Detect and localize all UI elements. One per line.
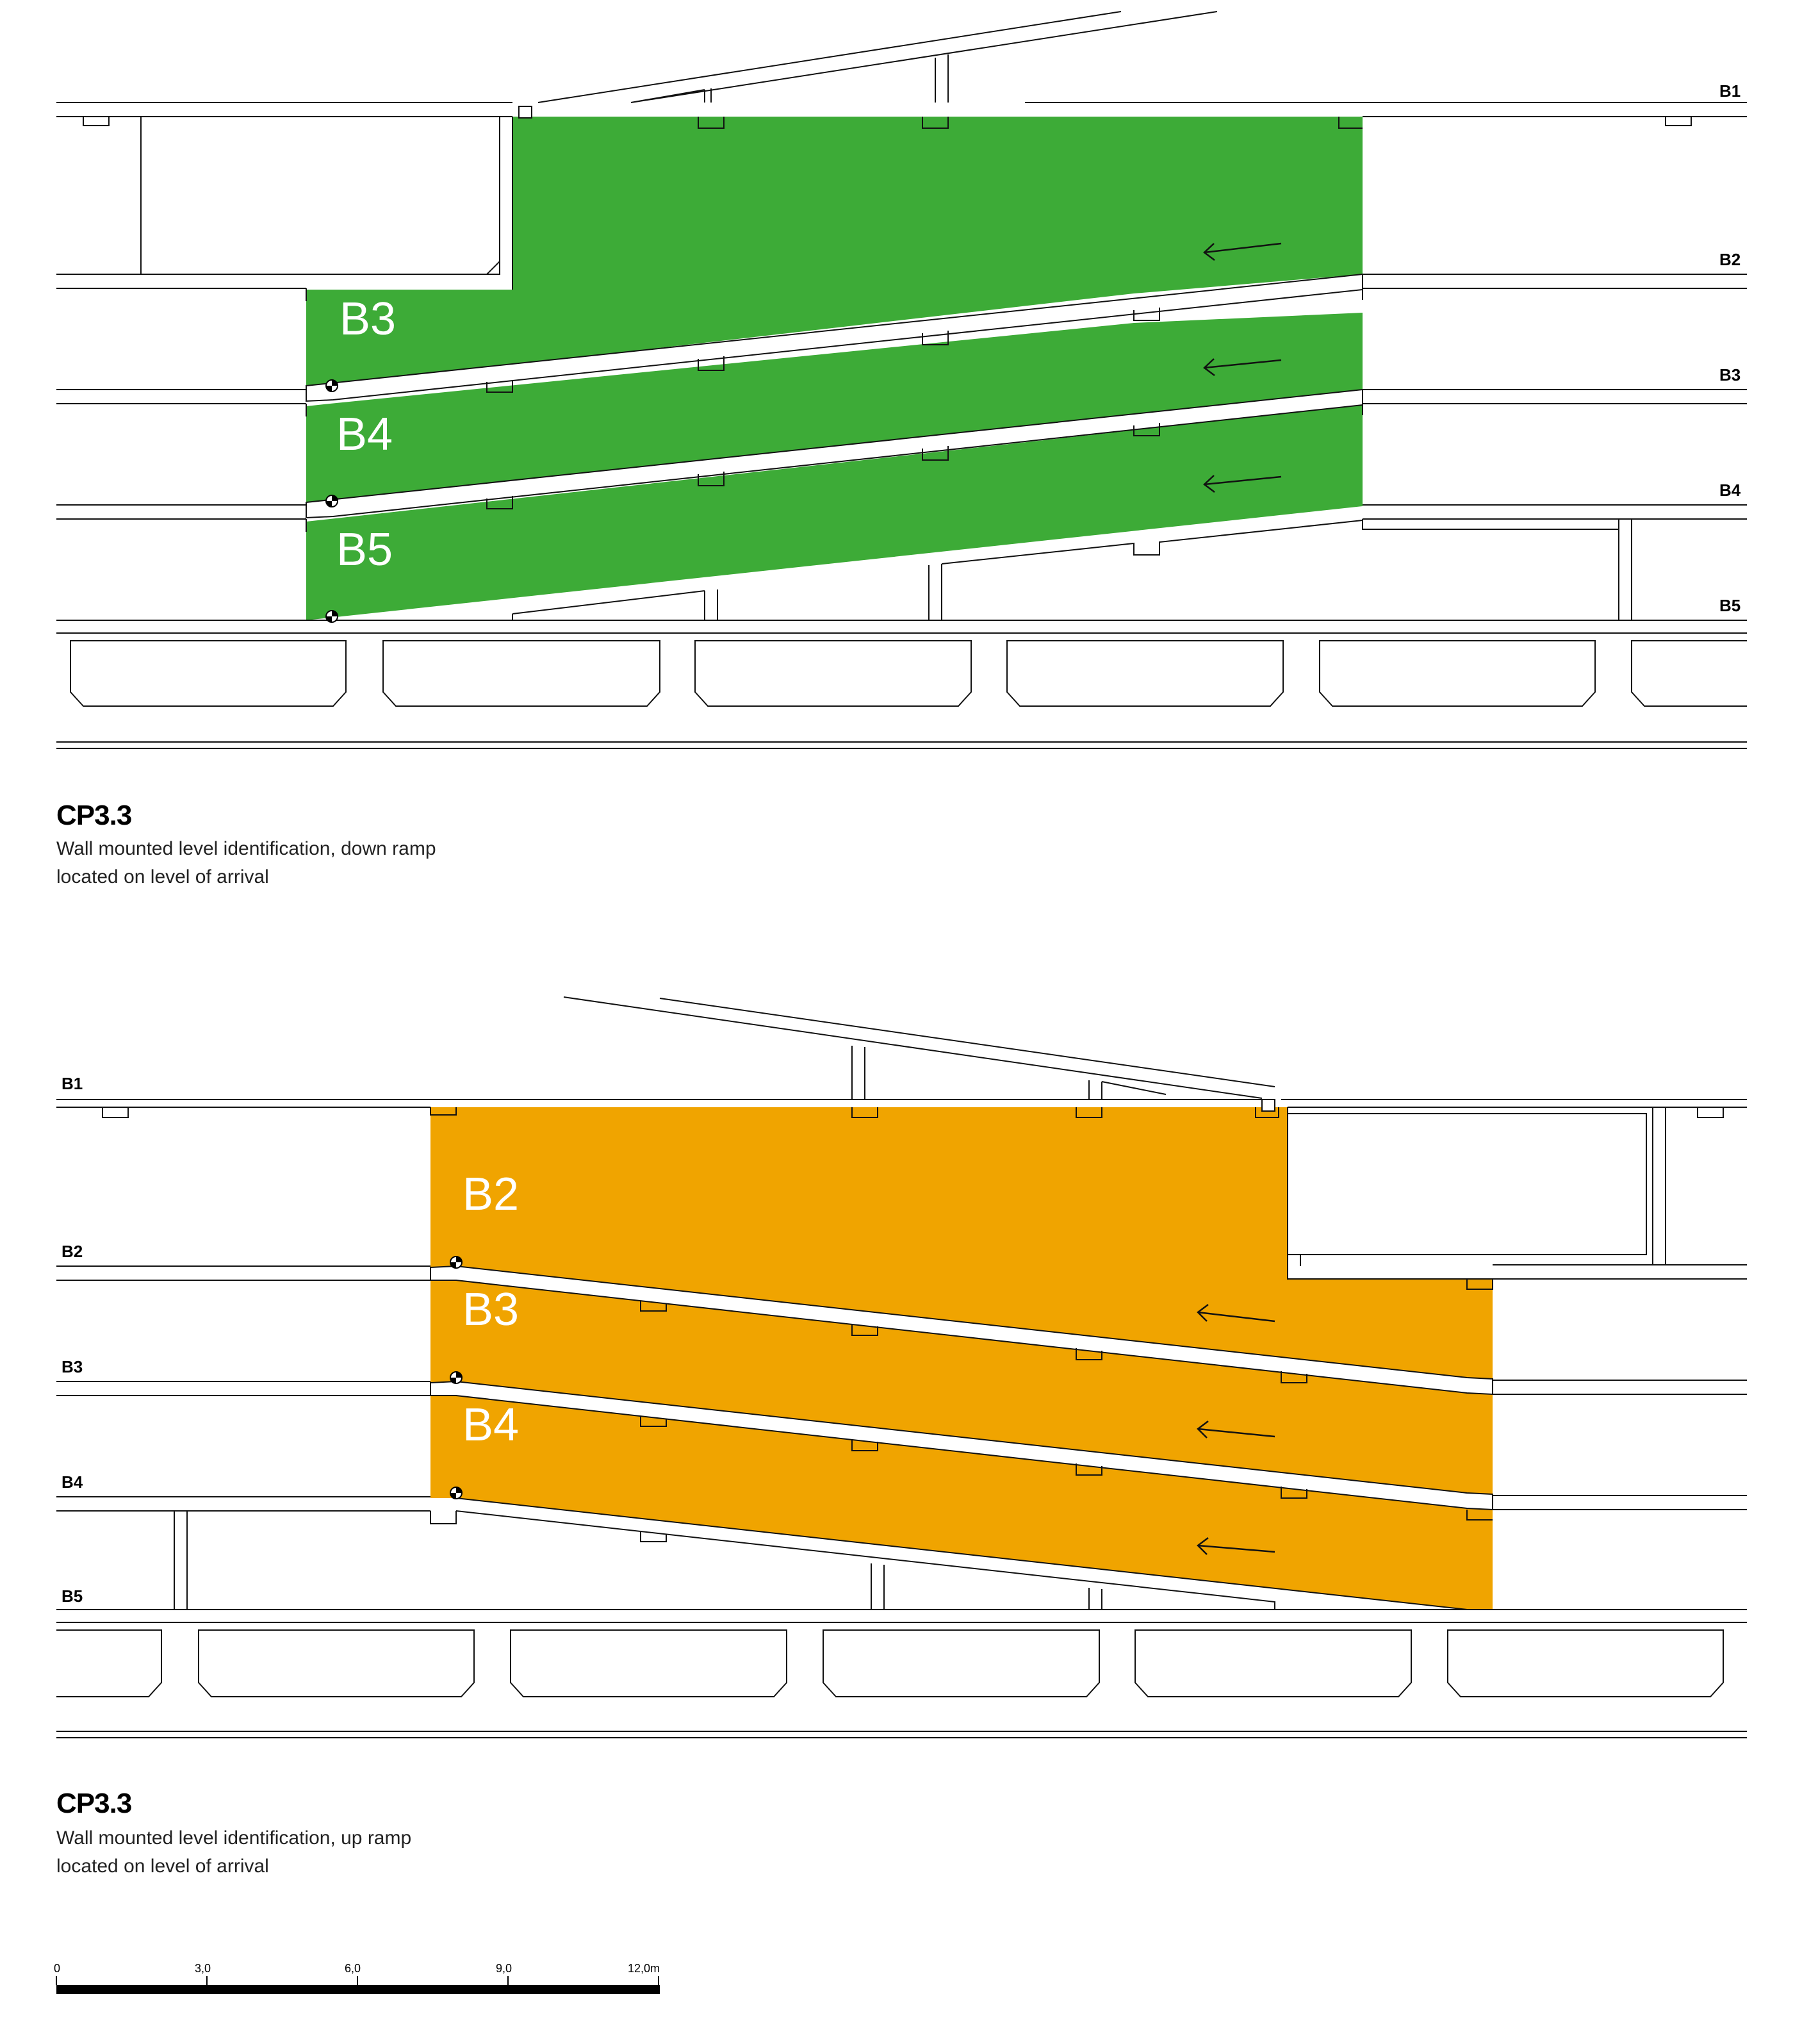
footing [823, 1629, 1100, 1697]
ramp-slab-edge [455, 1497, 1468, 1610]
lower-ramp-outline [941, 520, 1363, 565]
wall-outline [1288, 1107, 1666, 1266]
arrow-left-icon [1203, 358, 1282, 376]
footing [1447, 1629, 1724, 1697]
footing [1631, 640, 1747, 707]
slab-outline [56, 102, 1747, 621]
footing [694, 640, 972, 707]
lower-ramp-outline [512, 519, 1632, 620]
ramp-zone-b4-fill [430, 1394, 1493, 1610]
scale-tick-12: 12,0m [628, 1962, 660, 1975]
slab-outline [56, 1099, 1747, 1610]
sign-markers [450, 1256, 463, 1499]
beam-notches [83, 117, 1692, 129]
ramp-zone-label-b4: B4 [463, 1399, 519, 1451]
ramp-slab [306, 273, 1363, 402]
footing [382, 640, 660, 707]
level-label-b5: B5 [61, 1587, 83, 1606]
beam-notches [102, 1107, 1724, 1290]
ramp-slab-edge [455, 1510, 1275, 1610]
caption-title-up-ramp: CP3.3 [56, 1788, 132, 1819]
section-drawing-down-ramp: B1 B2 B3 B4 B5 B3 B4 B5 [56, 11, 1747, 749]
caption-line1-up-ramp: Wall mounted level identification, up ra… [56, 1827, 412, 1849]
scale-bar-fill [56, 1985, 660, 1994]
direction-arrows [1203, 242, 1282, 493]
wall-outline [174, 1511, 1102, 1610]
scale-ticks [56, 1976, 659, 1985]
arrow-left-icon [1197, 1304, 1275, 1323]
upper-ramp-outline [563, 996, 1275, 1100]
level-label-b4: B4 [1719, 481, 1741, 500]
caption-title-down-ramp: CP3.3 [56, 800, 132, 831]
caption-line2-up-ramp: located on level of arrival [56, 1856, 269, 1877]
footing [70, 640, 347, 707]
caption-line1-down-ramp: Wall mounted level identification, down … [56, 838, 436, 859]
scale-tick-9: 9,0 [496, 1962, 512, 1975]
ramp-zone-label-b4: B4 [336, 409, 393, 460]
footing [1006, 640, 1284, 707]
arrow-left-icon [1197, 1537, 1275, 1555]
footing [1319, 640, 1596, 707]
ramp-zone-label-b5: B5 [336, 524, 393, 575]
footing [198, 1629, 475, 1697]
level-label-b2: B2 [61, 1242, 83, 1261]
wall-outline [486, 117, 513, 290]
ramp-zone-b5-fill [306, 405, 1363, 620]
column-marker [1261, 1099, 1275, 1112]
scale-tick-6: 6,0 [345, 1962, 361, 1975]
foundation-line [56, 632, 1747, 749]
sign-markers [325, 379, 338, 623]
ramp-zone-label-b3: B3 [340, 293, 396, 345]
scale-tick-0: 0 [54, 1962, 60, 1975]
arrow-left-icon [1203, 242, 1282, 261]
level-label-b1: B1 [1719, 81, 1741, 101]
arrow-left-icon [1203, 475, 1282, 493]
foundation-row [56, 1622, 1747, 1738]
level-label-b3: B3 [61, 1357, 83, 1376]
room-outline [1287, 1113, 1647, 1255]
foundation-line [56, 1622, 1747, 1738]
level-label-b1: B1 [61, 1074, 83, 1093]
upper-ramp-outline [537, 11, 1218, 103]
ramp-zone-label-b3: B3 [463, 1284, 519, 1335]
footing [510, 1629, 787, 1697]
ramp-zone-b2-fill [430, 1107, 1493, 1379]
ramp-zone-b3-fill [306, 117, 1363, 386]
beam-notches [640, 1416, 1307, 1499]
wall-outline [306, 288, 1619, 532]
ramp-zone-b4-fill [306, 313, 1363, 509]
beam-notches [640, 1301, 1307, 1383]
direction-arrows [1197, 1304, 1275, 1555]
section-drawing-up-ramp: B1 B2 B3 B4 B5 B2 B3 B4 [56, 996, 1747, 1738]
footing [1134, 1629, 1412, 1697]
level-label-b2: B2 [1719, 250, 1741, 269]
caption-line2-down-ramp: located on level of arrival [56, 866, 269, 887]
room-outline [140, 116, 500, 275]
arrow-left-icon [1197, 1421, 1275, 1438]
beam-notches [640, 1510, 1493, 1542]
beam-notches [486, 308, 1160, 393]
footing [56, 1629, 162, 1697]
level-label-b3: B3 [1719, 365, 1741, 384]
beam-notches [486, 423, 1160, 509]
scale-bar: 0 3,0 6,0 9,0 12,0m [54, 1962, 660, 1994]
level-label-b5: B5 [1719, 596, 1741, 615]
ramp-slab [306, 388, 1363, 519]
column-marker [518, 106, 532, 119]
scale-tick-3: 3,0 [195, 1962, 211, 1975]
foundation-row [56, 632, 1747, 749]
level-label-b4: B4 [61, 1472, 83, 1492]
ramp-zone-b3-fill [430, 1279, 1493, 1494]
ramp-zone-label-b2: B2 [463, 1169, 519, 1220]
